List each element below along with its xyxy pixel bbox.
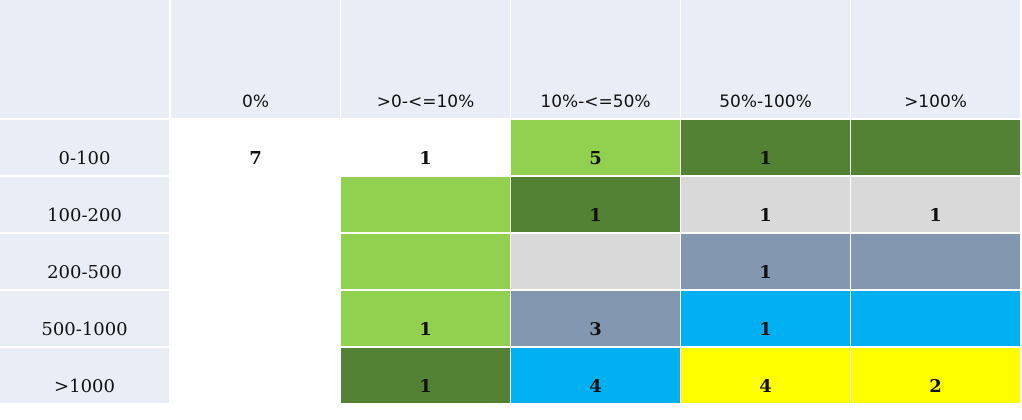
cell [171,348,340,403]
cell [171,234,340,289]
column-header: >100% [851,0,1020,118]
cell: 1 [681,177,850,232]
cell: 1 [681,120,850,175]
cell: 1 [341,348,510,403]
cell [851,291,1020,346]
cell: 2 [851,348,1020,403]
cell: 4 [511,348,680,403]
row-label: 0-100 [0,120,169,175]
corner-cell [0,0,169,118]
cell: 1 [851,177,1020,232]
row-label: 500-1000 [0,291,169,346]
cell: 1 [681,291,850,346]
cell: 1 [511,177,680,232]
column-header: 0% [171,0,340,118]
cell [341,177,510,232]
cell: 1 [341,291,510,346]
cell [511,234,680,289]
column-header: 50%-100% [681,0,850,118]
cell: 1 [341,120,510,175]
row-label: >1000 [0,348,169,403]
column-header: >0-<=10% [341,0,510,118]
cell [171,291,340,346]
cell: 4 [681,348,850,403]
cell: 3 [511,291,680,346]
cell [341,234,510,289]
row-label: 200-500 [0,234,169,289]
cell: 1 [681,234,850,289]
cell [851,234,1020,289]
row-label: 100-200 [0,177,169,232]
cell [171,177,340,232]
column-header: 10%-<=50% [511,0,680,118]
cell: 7 [171,120,340,175]
cell: 5 [511,120,680,175]
cell [851,120,1020,175]
